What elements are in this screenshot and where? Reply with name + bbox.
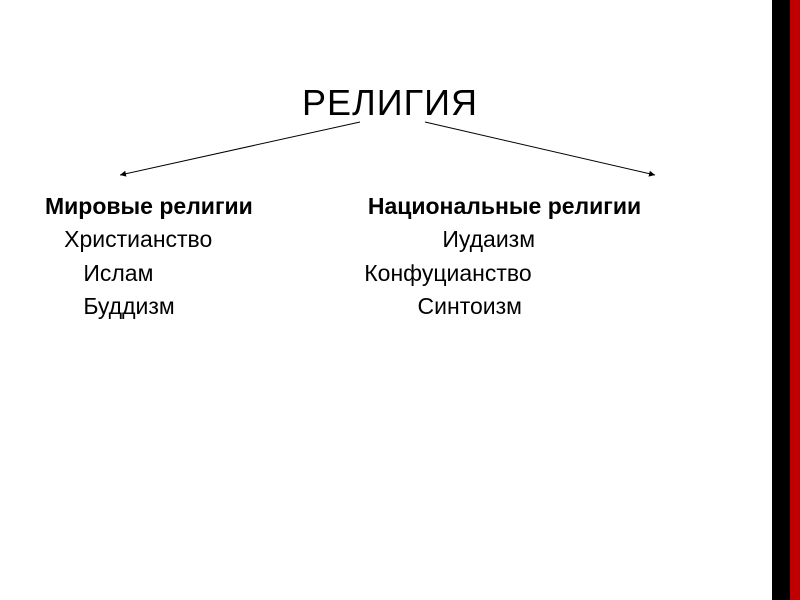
- side-stripe-dark: [772, 0, 790, 600]
- diagram-title: РЕЛИГИЯ: [260, 82, 520, 124]
- body-line: Буддизм Синтоизм: [45, 290, 755, 323]
- body-line: Мировые религии Национальные религии: [45, 190, 755, 223]
- diagram-body: Мировые религии Национальные религии Хри…: [45, 190, 755, 323]
- body-line: Христианство Иудаизм: [45, 223, 755, 256]
- arrow-right: [425, 122, 655, 175]
- body-line: Ислам Конфуцианство: [45, 257, 755, 290]
- arrow-left: [120, 122, 360, 175]
- side-stripe: [772, 0, 800, 600]
- side-stripe-red: [790, 0, 800, 600]
